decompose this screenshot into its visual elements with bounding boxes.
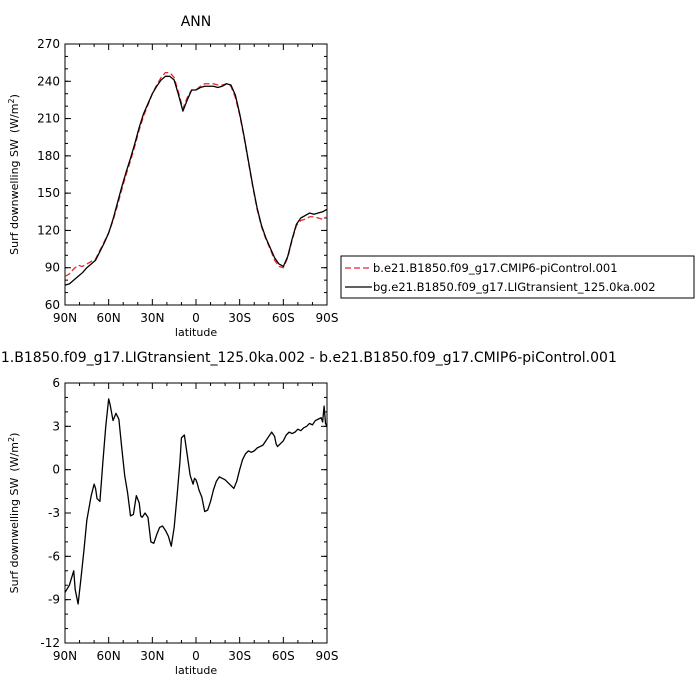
y-tick-label: 180 xyxy=(37,149,60,163)
plot-frame xyxy=(64,382,328,644)
y-axis-label-unit-close: ) xyxy=(8,433,21,437)
x-tick-label: 60N xyxy=(97,311,121,325)
legend-entry: bg.e21.B1850.f09_g17.LIGtransient_125.0k… xyxy=(373,280,656,294)
y-axis-label: Surf downwelling SW (W/m2) xyxy=(7,433,21,594)
chart-bottom: bg.e21.B1850.f09_g17.LIGtransient_125.0k… xyxy=(0,350,617,677)
x-tick-label: 30S xyxy=(228,649,251,663)
y-tick-label: 3 xyxy=(52,419,60,433)
x-tick-label: 30N xyxy=(140,649,164,663)
legend-box xyxy=(340,255,695,299)
y-tick-label: -3 xyxy=(48,506,60,520)
series-line-1-0 xyxy=(64,398,328,605)
chart-top: ANN 90N 60N 30N 0 30S 60S 90S 60 90 120 150 180 210 24… xyxy=(7,14,338,339)
plot-frame xyxy=(64,43,328,306)
y-tick-label: 0 xyxy=(52,463,60,477)
x-tick-label: 90N xyxy=(53,311,77,325)
x-tick-label: 30N xyxy=(140,311,164,325)
y-axis-label-unit-exponent: 2 xyxy=(7,437,16,442)
chart-title: ANN xyxy=(181,14,212,30)
legend: b.e21.B1850.f09_g17.CMIP6-piControl.001b… xyxy=(340,255,695,299)
series-line-0-0 xyxy=(64,71,328,277)
y-axis-label-unit-close: ) xyxy=(8,94,21,98)
x-axis-label: latitude xyxy=(175,326,217,339)
x-tick-label: 60N xyxy=(97,649,121,663)
x-tick-label: 60S xyxy=(272,311,295,325)
chart-title: bg.e21.B1850.f09_g17.LIGtransient_125.0k… xyxy=(0,350,617,366)
y-tick-label: -6 xyxy=(48,549,60,563)
x-tick-label: 90S xyxy=(316,311,339,325)
x-tick-label: 30S xyxy=(228,311,251,325)
y-tick-label: 270 xyxy=(37,37,60,51)
series-line-0-1 xyxy=(64,75,328,286)
x-tick-label: 60S xyxy=(272,649,295,663)
y-tick-label: 210 xyxy=(37,112,60,126)
y-axis-label-unit: (W/m xyxy=(8,442,21,472)
y-axis-label: Surf downwelling SW (W/m2) xyxy=(7,94,21,255)
y-tick-label: -12 xyxy=(40,636,60,650)
y-axis-label-text: Surf downwelling SW xyxy=(8,477,21,593)
x-tick-label: 90S xyxy=(316,649,339,663)
y-tick-label: 90 xyxy=(45,261,60,275)
y-tick-label: 150 xyxy=(37,186,60,200)
y-tick-label: 6 xyxy=(52,376,60,390)
y-tick-label: 120 xyxy=(37,223,60,237)
y-tick-label: 240 xyxy=(37,74,60,88)
y-tick-label: 60 xyxy=(45,298,60,312)
x-axis-label: latitude xyxy=(175,664,217,677)
y-axis-label-unit: (W/m xyxy=(8,104,21,134)
y-axis-label-text: Surf downwelling SW xyxy=(8,139,21,255)
x-tick-label: 90N xyxy=(53,649,77,663)
legend-entry: b.e21.B1850.f09_g17.CMIP6-piControl.001 xyxy=(373,261,618,275)
x-tick-label: 0 xyxy=(192,649,200,663)
y-tick-label: -9 xyxy=(48,593,60,607)
x-tick-label: 0 xyxy=(192,311,200,325)
y-axis-label-unit-exponent: 2 xyxy=(7,98,16,103)
